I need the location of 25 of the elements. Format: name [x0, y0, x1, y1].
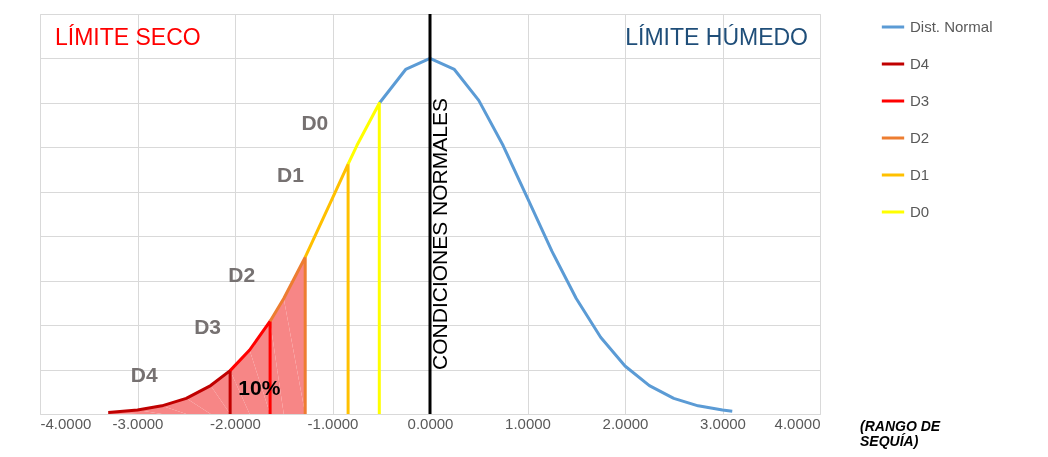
- annotation: D0: [301, 110, 329, 134]
- x-tick-label: 0.0000: [407, 414, 454, 432]
- x-tick-label: 4.0000: [774, 414, 821, 432]
- legend-label: Dist. Normal: [910, 18, 993, 35]
- x-tick-label: 3.0000: [700, 414, 746, 432]
- x-tick-label: -2.0000: [210, 414, 261, 432]
- x-tick-label: -3.0000: [112, 414, 164, 432]
- x-tick-label: 1.0000: [505, 414, 551, 432]
- annotation: D4: [130, 363, 158, 387]
- legend-label: D1: [910, 166, 930, 183]
- x-axis-title: (RANGO DE SEQUÍA): [860, 418, 941, 449]
- text: LÍMITE HÚMEDO: [625, 24, 808, 50]
- legend-label: D4: [910, 55, 930, 72]
- x-tick-label: 2.0000: [602, 414, 649, 432]
- text: LÍMITE SECO: [55, 24, 201, 50]
- ref-line-label: CONDICIONES NORMALES: [428, 98, 451, 370]
- annotation: 10%: [238, 376, 281, 400]
- annotation: D3: [194, 315, 222, 338]
- annotation: D2: [228, 263, 256, 287]
- x-tick-label: -4.0000: [40, 414, 92, 432]
- legend-label: D0: [910, 203, 930, 220]
- x-tick-label: -1.0000: [307, 414, 359, 432]
- legend-label: D3: [910, 92, 930, 109]
- annotation: D1: [277, 163, 305, 187]
- legend-label: D2: [910, 129, 930, 146]
